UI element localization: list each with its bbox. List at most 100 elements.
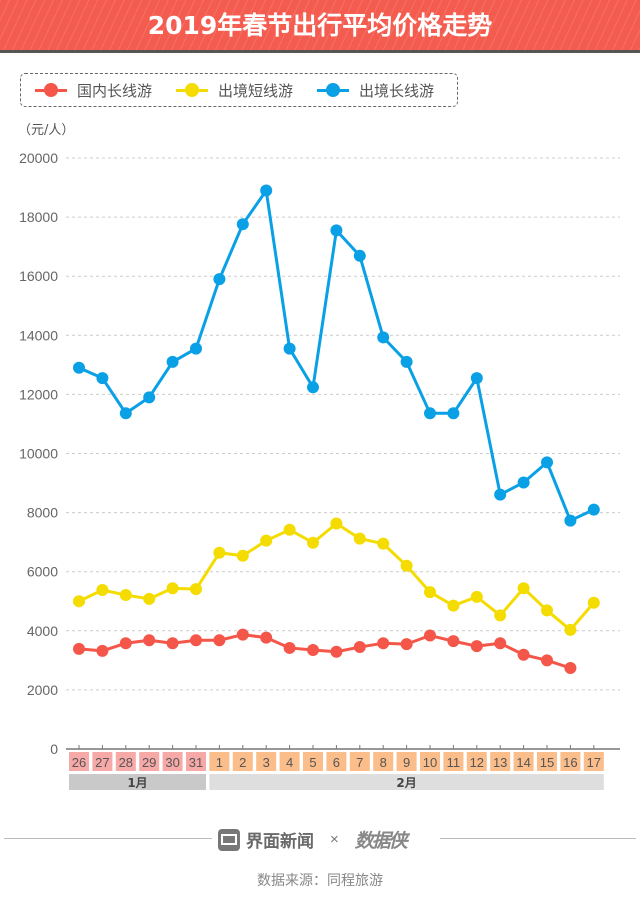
footer-divider: [440, 838, 636, 839]
data-point: [73, 642, 85, 655]
x-tick-label: 31: [189, 755, 203, 770]
date-box: [92, 752, 113, 771]
date-box: [443, 752, 464, 771]
x-tick-label: 4: [286, 755, 293, 770]
x-tick-label: 28: [119, 755, 133, 770]
date-box: [232, 752, 253, 771]
data-point: [353, 532, 366, 545]
date-box: [162, 752, 183, 771]
data-point: [517, 648, 530, 661]
data-point: [330, 224, 343, 237]
date-box: [396, 752, 417, 771]
datawise-logo: 数据侠: [354, 830, 408, 852]
data-point: [564, 623, 577, 636]
month-label: 2月: [396, 776, 416, 790]
data-point: [587, 503, 600, 516]
data-point: [517, 582, 530, 595]
data-point: [96, 644, 109, 657]
chart-title: 2019年春节出行平均价格走势: [147, 11, 493, 40]
data-point: [400, 559, 413, 572]
data-point: [541, 456, 553, 469]
data-point: [143, 634, 156, 647]
data-point: [119, 407, 132, 420]
legend-item-outbound-long: 出境长线游: [317, 80, 434, 101]
date-box: [139, 752, 160, 771]
data-point: [400, 638, 413, 651]
y-tick-label: 2000: [27, 682, 58, 698]
date-box: [279, 752, 300, 771]
date-box: [583, 752, 604, 771]
x-tick-label: 12: [470, 755, 484, 770]
data-point: [213, 546, 226, 559]
data-point: [400, 355, 413, 368]
date-box: [303, 752, 323, 771]
data-point: [190, 583, 202, 596]
data-point: [541, 604, 553, 617]
data-point: [283, 641, 296, 654]
data-point: [494, 637, 507, 650]
legend-item-domestic-long: 国内长线游: [35, 80, 152, 101]
data-point: [494, 488, 507, 501]
line-chart: 0 2000 4000 6000 8000 10000 12000 14000 16000 180…: [19, 150, 620, 790]
x-tick-label: 6: [333, 755, 340, 770]
y-tick-label: 16000: [19, 268, 58, 284]
data-point: [330, 517, 343, 530]
jiemian-logo-icon: [218, 828, 240, 851]
footer-divider: [4, 838, 212, 839]
data-point: [587, 596, 600, 609]
date-box: [420, 752, 440, 771]
legend-label: 出境短线游: [218, 81, 294, 100]
y-tick-label: 4000: [27, 623, 58, 639]
data-point: [424, 586, 436, 599]
data-point: [236, 218, 249, 231]
data-point: [447, 635, 460, 648]
data-point: [143, 592, 156, 605]
data-point: [307, 381, 319, 394]
x-tick-label: 13: [493, 755, 507, 770]
y-tick-label: 12000: [19, 386, 58, 402]
title-banner: 2019年春节出行平均价格走势: [0, 0, 640, 53]
data-point: [166, 355, 179, 368]
y-tick-label: 20000: [19, 150, 58, 166]
legend-item-outbound-short: 出境短线游: [176, 80, 293, 101]
data-point: [424, 407, 436, 420]
x-tick-label: 16: [563, 755, 577, 770]
y-tick-label: 0: [50, 741, 58, 757]
data-point: [377, 637, 390, 650]
data-point: [353, 249, 366, 262]
date-box: [490, 752, 511, 771]
legend-marker-icon: [35, 83, 67, 97]
data-point: [447, 599, 460, 612]
data-point: [213, 634, 226, 647]
x-tick-label: 2: [239, 755, 246, 770]
y-tick-label: 8000: [27, 505, 58, 521]
data-point: [470, 590, 483, 603]
data-point: [73, 361, 85, 374]
x-tick-label: 3: [263, 755, 270, 770]
data-point: [236, 549, 249, 562]
date-box: [326, 752, 347, 771]
date-box: [69, 752, 89, 771]
y-tick-label: 18000: [19, 209, 58, 225]
data-point: [96, 584, 109, 597]
series-line: [78, 522, 595, 632]
data-point: [541, 654, 553, 667]
data-point: [143, 391, 156, 404]
data-point: [283, 342, 296, 355]
data-point: [213, 273, 226, 286]
data-point: [470, 640, 483, 653]
date-box: [373, 752, 394, 771]
data-point: [190, 342, 202, 355]
data-point: [494, 609, 507, 622]
data-point: [330, 645, 343, 658]
date-box: [466, 752, 487, 771]
x-tick-label: 26: [72, 755, 86, 770]
data-point: [260, 631, 273, 644]
legend-marker-icon: [317, 83, 350, 97]
y-axis-unit: （元/人）: [18, 123, 75, 138]
legend-label: 国内长线游: [77, 81, 153, 100]
date-box: [115, 752, 136, 771]
y-tick-label: 6000: [27, 564, 58, 580]
month-bar: [69, 774, 206, 790]
y-tick-label: 14000: [19, 327, 58, 343]
